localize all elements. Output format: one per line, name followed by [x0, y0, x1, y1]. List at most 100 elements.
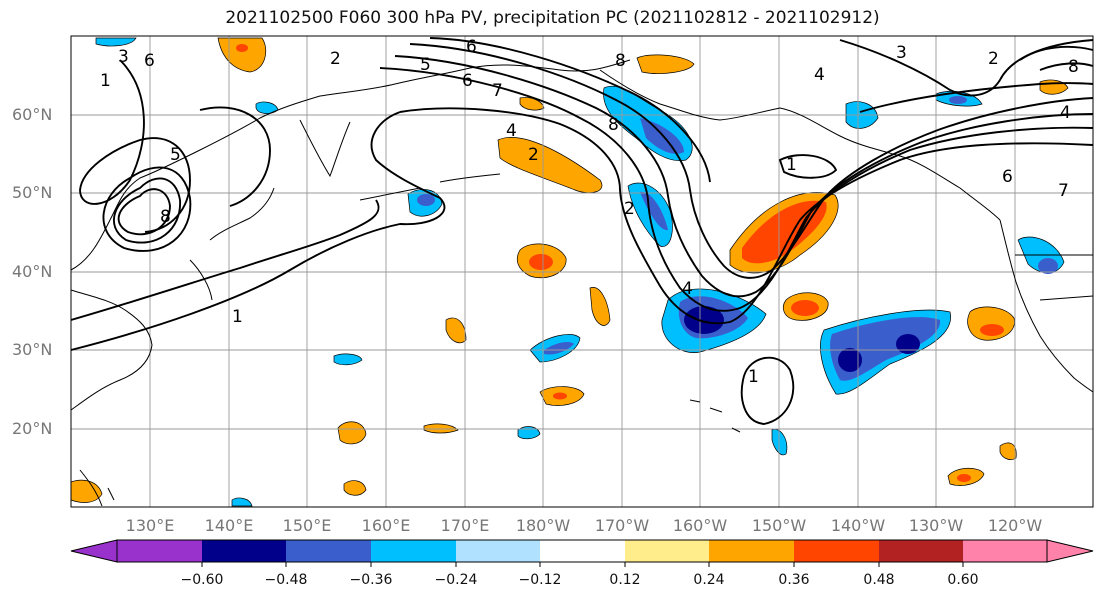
coastline-korea-china — [70, 289, 153, 411]
pv-contour — [79, 59, 191, 233]
lon-label: 170°E — [440, 516, 490, 535]
precip-blob — [947, 467, 985, 486]
pv-contour — [70, 199, 380, 321]
contour-label: 8 — [160, 207, 171, 227]
contour-label: 1 — [232, 307, 243, 327]
colorbar-segment — [202, 540, 286, 562]
pv-contour — [394, 55, 1094, 298]
contour-label: 2 — [528, 145, 539, 165]
contour-label: 8 — [608, 115, 619, 135]
lat-label: 20°N — [12, 419, 53, 438]
precip-blob — [333, 353, 363, 366]
pv-contour — [778, 154, 838, 179]
colorbar-tick-label: −0.60 — [180, 572, 224, 588]
precip-blob — [999, 442, 1017, 460]
coastline-alaska — [599, 69, 1001, 221]
lon-label: 150°E — [282, 516, 332, 535]
coastline-hawaii — [689, 399, 741, 433]
precip-blob — [231, 497, 253, 507]
pv-contour — [399, 107, 1094, 325]
contour-label: 8 — [1068, 57, 1079, 77]
colorbar-extend-low — [70, 539, 118, 563]
lat-label: 30°N — [12, 340, 53, 359]
colorbar-tick-label: −0.24 — [434, 572, 478, 588]
map-panel: 1 1 1 1 2 2 2 2 3 3 4 4 4 4 5 5 6 6 6 6 … — [70, 35, 1094, 508]
lat-label: 60°N — [12, 105, 53, 124]
plot-title: 2021102500 F060 300 hPa PV, precipitatio… — [225, 8, 880, 28]
coastlines — [70, 59, 1094, 507]
precip-blob — [70, 479, 103, 503]
lon-label: 130°E — [125, 516, 175, 535]
colorbar-tick-label: 0.36 — [778, 572, 810, 588]
lon-label: 140°W — [830, 516, 886, 535]
precip-blob — [217, 37, 267, 73]
colorbar-segment — [625, 540, 709, 562]
coastline-us-borders — [1015, 254, 1094, 301]
coastline-kamchatka — [299, 119, 351, 178]
colorbar-segment — [371, 540, 456, 562]
colorbar-extend-high — [1046, 539, 1094, 563]
pv-contour — [409, 43, 1094, 279]
contour-label: 5 — [170, 145, 181, 165]
precip-blob — [343, 480, 367, 496]
colorbar-tick-label: 0.12 — [609, 572, 641, 588]
contour-label: 1 — [748, 367, 759, 387]
pv-contour — [70, 111, 446, 351]
pv-contour-labels: 1 1 1 1 2 2 2 2 3 3 4 4 4 4 5 5 6 6 6 6 … — [100, 37, 1079, 387]
precip-blob — [529, 334, 581, 363]
precip-blob — [661, 288, 767, 353]
precip-blob — [967, 306, 1015, 341]
contour-label: 6 — [1002, 167, 1013, 187]
contour-label: 2 — [330, 49, 341, 69]
colorbar-tick-label: 0.48 — [863, 572, 895, 588]
lat-label: 50°N — [12, 183, 53, 202]
contour-label: 6 — [466, 37, 477, 57]
colorbar-segment — [963, 540, 1047, 562]
colorbar-segment — [879, 540, 963, 562]
lat-label: 40°N — [12, 262, 53, 281]
lon-label: 170°W — [594, 516, 650, 535]
colorbar-tick-label: −0.12 — [518, 572, 562, 588]
contour-label: 2 — [988, 49, 999, 69]
coastline-north-america — [999, 219, 1094, 393]
precip-blob — [519, 97, 545, 111]
colorbar-tick-label: −0.48 — [264, 572, 308, 588]
contour-label: 4 — [1060, 103, 1071, 123]
lon-label: 180°W — [515, 516, 571, 535]
colorbar-segment — [794, 540, 879, 562]
contour-label: 5 — [420, 55, 431, 75]
precip-blob — [539, 386, 585, 406]
contour-label: 4 — [506, 121, 517, 141]
lon-label: 120°W — [987, 516, 1043, 535]
pv-contour — [740, 356, 795, 425]
colorbar-segment — [456, 540, 540, 562]
pv-contour — [379, 67, 1094, 312]
contour-label: 3 — [118, 47, 129, 67]
coastline-aleutians — [359, 173, 501, 201]
contour-label: 1 — [100, 71, 111, 91]
contour-label: 6 — [144, 51, 155, 71]
lon-label: 150°W — [751, 516, 807, 535]
contour-label: 4 — [682, 279, 693, 299]
lon-label: 160°E — [361, 516, 411, 535]
contour-label: 4 — [814, 65, 825, 85]
pv-contour — [112, 177, 181, 244]
precip-blob — [517, 426, 541, 440]
precip-blob — [782, 292, 829, 321]
precipitation-positive-anomalies — [70, 37, 1069, 503]
contour-label: 7 — [492, 81, 503, 101]
colorbar-tick-label: −0.36 — [349, 572, 393, 588]
precip-blob — [516, 243, 567, 279]
pv-contour — [429, 37, 1094, 183]
graticule — [71, 36, 1093, 507]
lon-label: 160°W — [672, 516, 728, 535]
precip-blob — [497, 137, 603, 194]
lon-label: 140°E — [204, 516, 254, 535]
contour-label: 1 — [786, 155, 797, 175]
contour-label: 2 — [624, 199, 635, 219]
pv-contour — [199, 106, 271, 207]
contour-label: 8 — [615, 51, 626, 71]
colorbar — [70, 539, 1094, 567]
precip-blob — [423, 423, 459, 434]
